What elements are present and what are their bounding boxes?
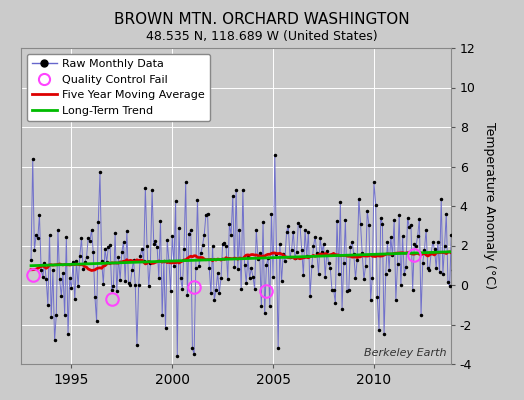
Text: BROWN MTN. ORCHARD WASHINGTON: BROWN MTN. ORCHARD WASHINGTON (114, 12, 410, 27)
Text: Berkeley Earth: Berkeley Earth (364, 348, 446, 358)
Y-axis label: Temperature Anomaly (°C): Temperature Anomaly (°C) (483, 122, 496, 290)
Legend: Raw Monthly Data, Quality Control Fail, Five Year Moving Average, Long-Term Tren: Raw Monthly Data, Quality Control Fail, … (27, 54, 210, 121)
Text: 48.535 N, 118.689 W (United States): 48.535 N, 118.689 W (United States) (146, 30, 378, 43)
